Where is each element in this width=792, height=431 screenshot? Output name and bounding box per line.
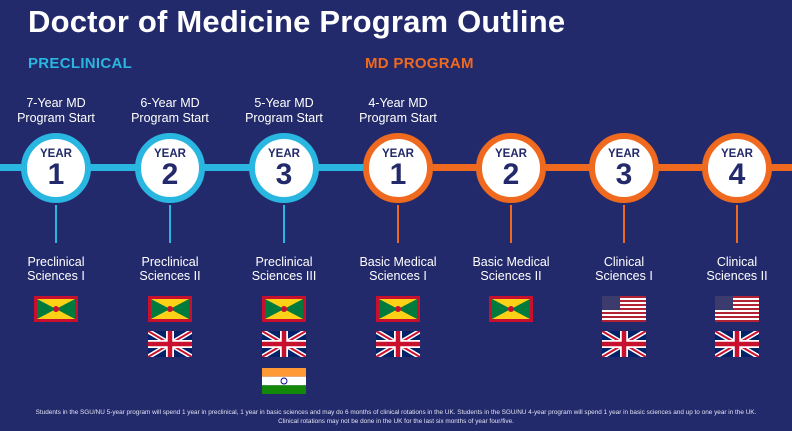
year-number: 3 [615,158,633,191]
connector-stem [397,205,399,243]
year-word: YEAR [495,148,527,160]
uk-flag-icon [262,331,306,357]
start-label-4-year: 4-Year MD Program Start [359,96,437,125]
year-node: YEAR 3 [249,133,319,203]
uk-flag-icon [602,331,646,357]
year-number: 1 [47,158,65,191]
grenada-flag-icon [262,296,306,322]
connector-stem [283,205,285,243]
connector-stem [736,205,738,243]
uk-flag-icon [148,331,192,357]
year-node: YEAR 1 [363,133,433,203]
year-number: 3 [275,158,293,191]
year-node: YEAR 2 [476,133,546,203]
footnote: Students in the SGU/NU 5-year program wi… [35,409,757,425]
connector-stem [55,205,57,243]
year-word: YEAR [40,148,72,160]
year-word: YEAR [382,148,414,160]
md-program-section-label: MD PROGRAM [365,55,474,72]
grenada-flag-icon [34,296,78,322]
course-label: Basic Medical Sciences II [472,255,550,283]
grenada-flag-icon [489,296,533,322]
usa-flag-icon [715,296,759,322]
year-word: YEAR [154,148,186,160]
grenada-flag-icon [148,296,192,322]
page-title: Doctor of Medicine Program Outline [28,4,566,39]
course-label: Clinical Sciences II [706,255,768,283]
course-label: Preclinical Sciences II [139,255,201,283]
year-node: YEAR 2 [135,133,205,203]
grenada-flag-icon [376,296,420,322]
year-node: YEAR 4 [702,133,772,203]
start-label-7-year: 7-Year MD Program Start [17,96,95,125]
course-label: Clinical Sciences I [595,255,653,283]
preclinical-section-label: PRECLINICAL [28,55,133,72]
year-word: YEAR [608,148,640,160]
start-label-5-year: 5-Year MD Program Start [245,96,323,125]
connector-stem [623,205,625,243]
course-label: Preclinical Sciences III [251,255,317,283]
start-label-6-year: 6-Year MD Program Start [131,96,209,125]
year-node: YEAR 3 [589,133,659,203]
year-word: YEAR [268,148,300,160]
year-number: 1 [389,158,407,191]
uk-flag-icon [376,331,420,357]
year-word: YEAR [721,148,753,160]
usa-flag-icon [602,296,646,322]
course-label: Preclinical Sciences I [27,255,85,283]
year-number: 2 [502,158,520,191]
year-number: 4 [728,158,746,191]
year-number: 2 [161,158,179,191]
connector-stem [510,205,512,243]
course-label: Basic Medical Sciences I [359,255,437,283]
india-flag-icon [262,368,306,394]
connector-stem [169,205,171,243]
year-node: YEAR 1 [21,133,91,203]
uk-flag-icon [715,331,759,357]
